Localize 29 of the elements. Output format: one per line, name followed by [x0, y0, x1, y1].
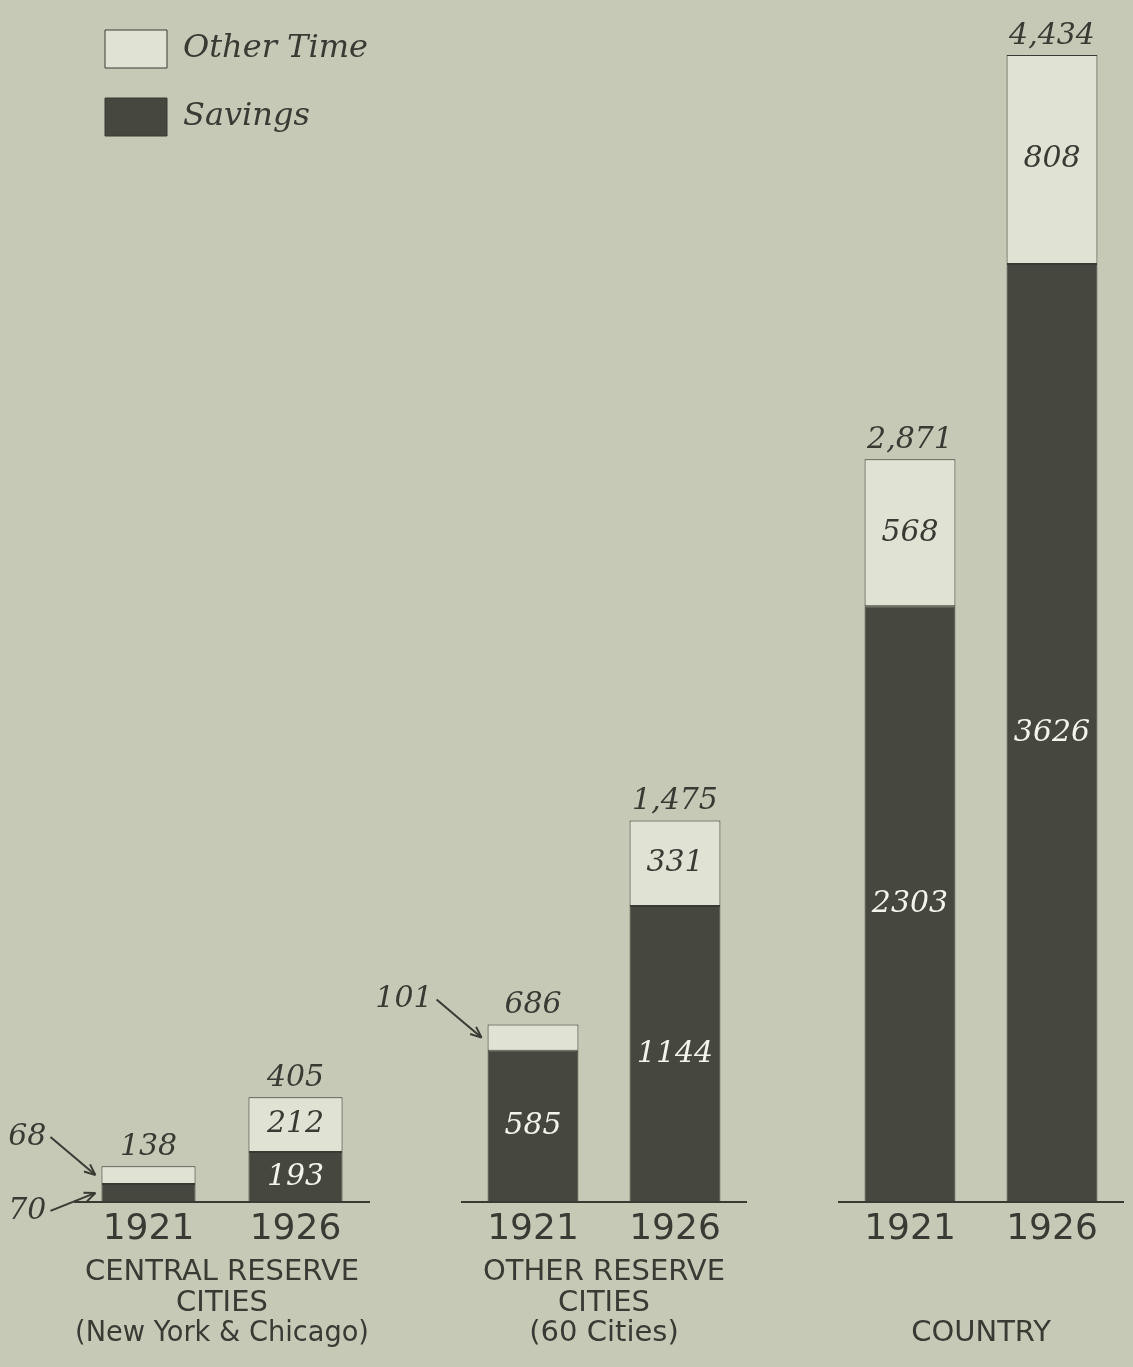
data-label: 568	[881, 512, 939, 548]
data-label: 1144	[636, 1033, 714, 1069]
x-axis-title: CENTRAL RESERVE CITIES (New York & Chicago)	[75, 1253, 369, 1349]
data-label: 101	[375, 979, 433, 1015]
legend-label: Other Time	[183, 27, 368, 66]
x-tick-label: 1926	[629, 1205, 721, 1247]
total-label: 4,434	[1008, 15, 1095, 51]
data-label: 212	[265, 1104, 325, 1140]
data-label: 585	[504, 1106, 562, 1142]
x-tick-label: 1926	[249, 1205, 342, 1247]
data-label: 331	[646, 843, 704, 879]
x-tick-label: 1926	[1006, 1205, 1098, 1247]
total-label: 2,871	[866, 420, 953, 456]
x-tick-label: 1921	[487, 1205, 579, 1247]
legend-label: Savings	[183, 95, 310, 134]
data-label: 2303	[870, 883, 949, 919]
x-tick-label: 1921	[102, 1205, 195, 1247]
total-label: 138	[119, 1127, 178, 1163]
x-axis-title: COUNTRY	[911, 1314, 1052, 1349]
total-label: 405	[265, 1058, 325, 1094]
data-label: 68	[8, 1116, 47, 1152]
total-label: 686	[504, 985, 562, 1021]
data-label: 193	[266, 1156, 325, 1192]
data-label: 70	[8, 1190, 47, 1226]
data-label: 808	[1023, 139, 1081, 175]
total-label: 1,475	[632, 781, 718, 817]
data-label: 3626	[1013, 712, 1091, 748]
x-axis-title: OTHER RESERVE CITIES (60 Cities)	[483, 1253, 725, 1349]
x-tick-label: 1921	[864, 1205, 956, 1247]
